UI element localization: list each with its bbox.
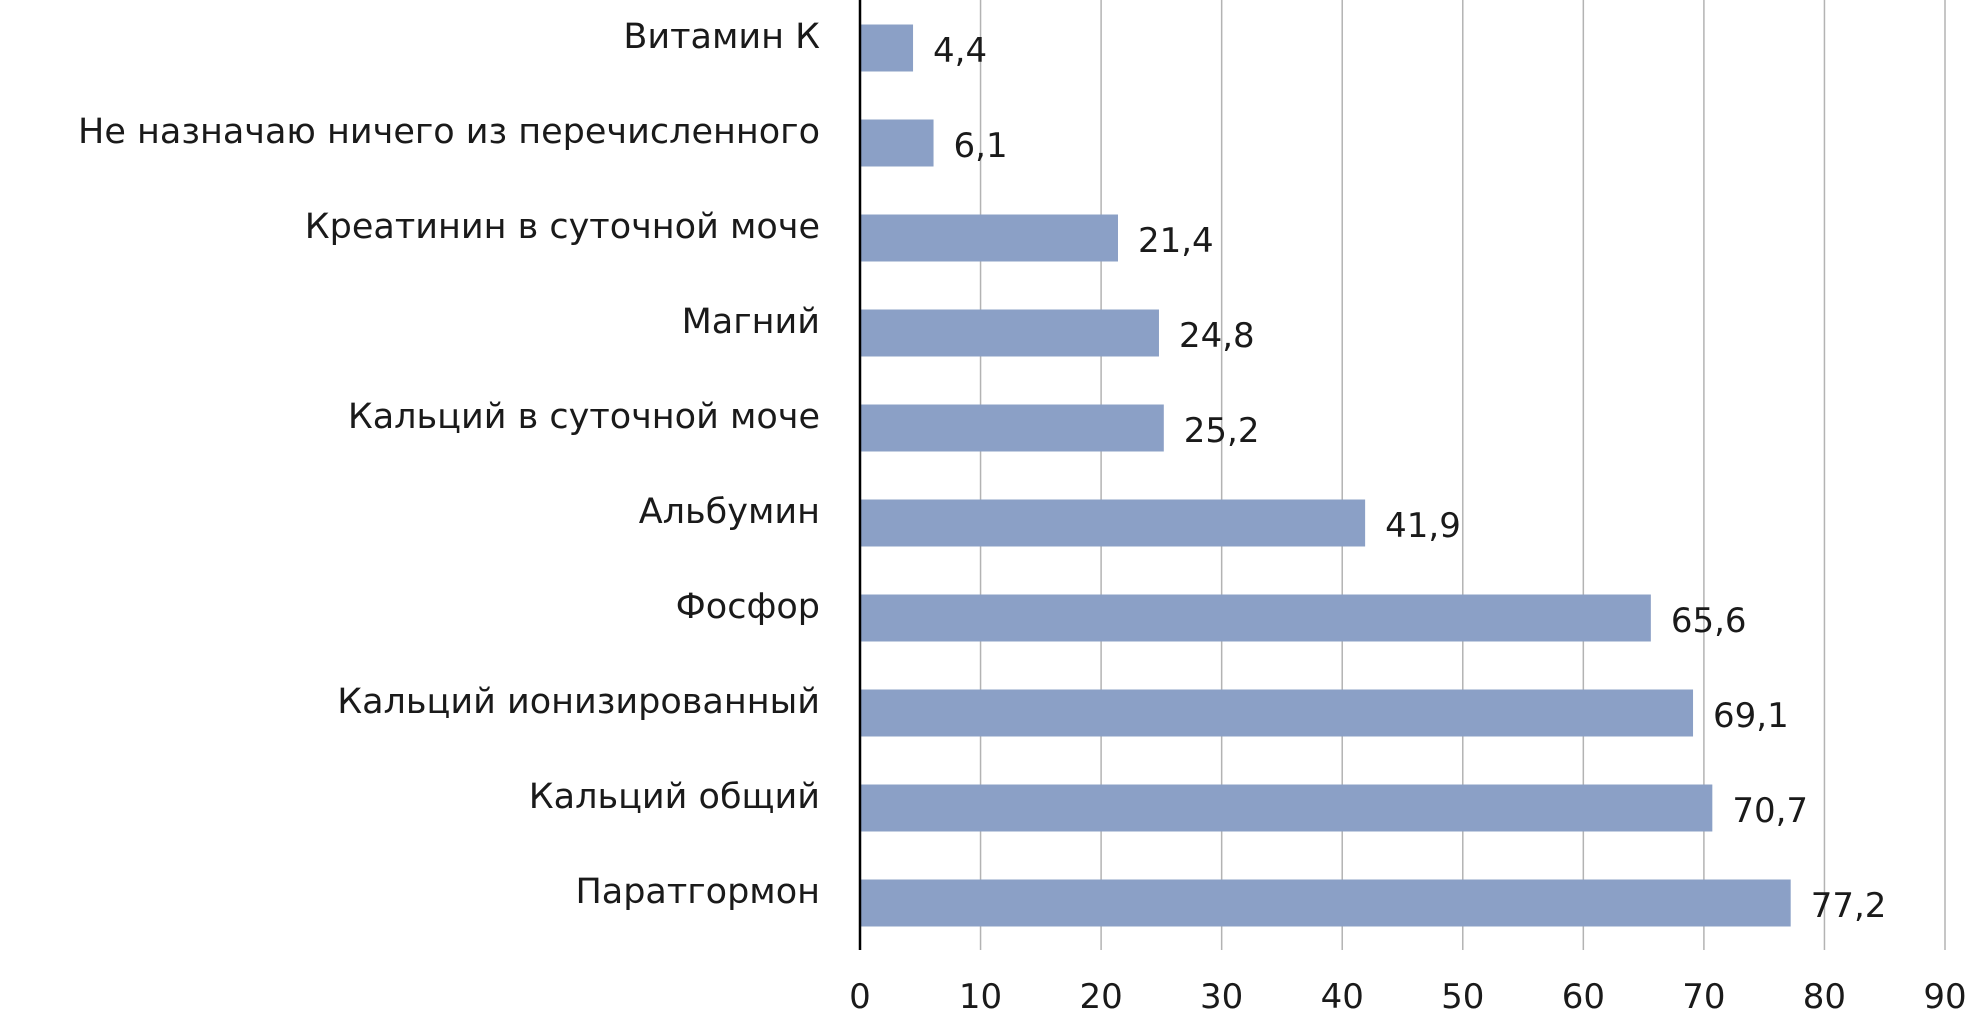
category-label: Паратгормон [575,872,820,912]
x-tick-label: 30 [1200,977,1243,1017]
category-label: Кальций ионизированный [337,682,820,722]
data-label: 4,4 [933,31,987,71]
x-tick-label: 0 [849,977,871,1017]
category-labels: Витамин К Не назначаю ничего из перечисле… [78,17,820,912]
category-label: Витамин К [623,17,820,57]
data-label: 65,6 [1671,601,1747,641]
data-label: 41,9 [1385,506,1461,546]
bar [860,119,934,167]
data-label: 69,1 [1713,696,1789,736]
x-tick-label: 60 [1562,977,1605,1017]
category-label: Креатинин в суточной моче [305,207,820,247]
category-label: Альбумин [639,492,820,532]
x-tick-label: 20 [1079,977,1122,1017]
data-label: 21,4 [1138,221,1214,261]
category-label: Кальций в суточной моче [348,397,820,437]
bar [860,499,1366,547]
data-label: 70,7 [1732,791,1808,831]
category-label: Магний [682,302,820,342]
category-label: Кальций общий [529,777,820,817]
gridlines [979,0,1946,950]
x-axis-ticks: 0 10 20 30 40 50 60 70 80 90 [849,977,1966,1017]
value-labels: 4,4 6,1 21,4 24,8 25,2 41,9 65,6 69,1 70,7 77,2 [933,31,1886,926]
x-tick-label: 50 [1441,977,1484,1017]
x-tick-label: 40 [1321,977,1364,1017]
category-label: Не назначаю ничего из перечисленного [78,112,820,152]
bars [860,24,1791,927]
x-tick-label: 70 [1682,977,1725,1017]
bar [860,404,1164,452]
bar [860,784,1713,832]
bar [860,214,1118,262]
bar [860,309,1159,357]
bar [860,879,1791,927]
x-tick-label: 10 [959,977,1002,1017]
x-tick-label: 80 [1803,977,1846,1017]
data-label: 25,2 [1184,411,1260,451]
bar [860,594,1651,642]
data-label: 77,2 [1811,886,1887,926]
bar [860,24,914,72]
data-label: 24,8 [1179,316,1255,356]
x-tick-label: 90 [1923,977,1966,1017]
data-label: 6,1 [954,126,1008,166]
bar [860,689,1694,737]
category-label: Фосфор [676,587,820,627]
